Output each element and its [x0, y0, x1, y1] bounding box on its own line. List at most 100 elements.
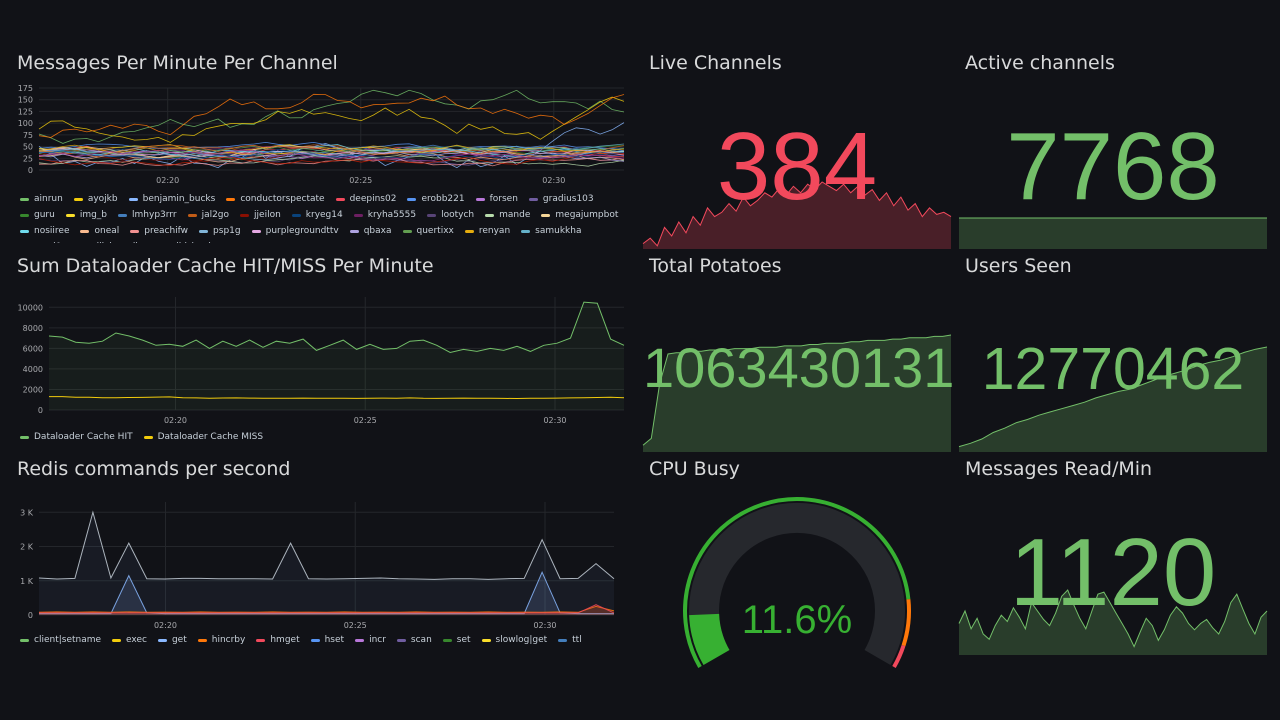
messages-per-minute-panel[interactable]: Messages Per Minute Per Channel 0 25 50 75 1…	[17, 52, 627, 247]
redis-panel[interactable]: Redis commands per second 0 1 K 2 K 3 K 02:2…	[17, 458, 627, 653]
x-tick-label: 02:25	[354, 416, 377, 425]
legend-label: hmget	[270, 635, 300, 645]
legend-swatch	[355, 638, 365, 642]
legend-item[interactable]: Dataloader Cache HIT	[20, 432, 133, 442]
messages-read-panel[interactable]: Messages Read/Min 1120	[958, 458, 1268, 655]
series-line	[38, 93, 625, 138]
legend-item[interactable]: slowlog|get	[481, 635, 547, 645]
series-line	[38, 510, 615, 580]
legend-item[interactable]: hmget	[256, 635, 300, 645]
legend-label: lmhyp3rrr	[132, 210, 177, 220]
legend-label: lootych	[441, 210, 475, 220]
total-potatoes-panel[interactable]: Total Potatoes 1063430131	[642, 255, 954, 452]
legend-label: forsen	[489, 194, 518, 204]
legend-item[interactable]: nosiiree	[20, 226, 69, 236]
legend-swatch	[20, 435, 29, 439]
y-tick-label: 8000	[23, 324, 43, 333]
legend-item[interactable]: client|setname	[20, 635, 101, 645]
legend-item[interactable]: hset	[310, 635, 344, 645]
y-tick-label: 150	[18, 96, 33, 105]
legend-label: incr	[369, 635, 386, 645]
legend-swatch	[157, 638, 167, 642]
users-seen-panel[interactable]: Users Seen 12770462	[958, 255, 1268, 452]
legend-label: sillybreadb	[92, 242, 141, 243]
legend-item[interactable]: preachifw	[130, 226, 188, 236]
legend-item[interactable]: purplegroundttv	[251, 226, 339, 236]
legend-label: qbaxa	[363, 226, 392, 236]
y-tick-label: 2 K	[20, 543, 34, 552]
legend-item[interactable]: lmhyp3rrr	[118, 210, 177, 220]
redis-panel-title: Redis commands per second	[17, 458, 291, 480]
legend-swatch	[128, 197, 138, 201]
legend-item[interactable]: space	[236, 242, 276, 243]
y-tick-label: 6000	[23, 344, 43, 353]
legend-item[interactable]: jjeilon	[240, 210, 281, 220]
x-tick-label: 02:20	[164, 416, 187, 425]
legend-label: exec	[126, 635, 147, 645]
series-line	[38, 143, 625, 156]
legend-item[interactable]: forsen	[475, 194, 518, 204]
active-channels-panel[interactable]: Active channels 7768	[959, 52, 1267, 249]
legend-item[interactable]: samukkha	[521, 226, 581, 236]
legend-item[interactable]: megajumpbot	[541, 210, 618, 220]
sparkline-area	[959, 218, 1267, 249]
series-line	[48, 301, 625, 354]
legend-item[interactable]: ainrun	[20, 194, 63, 204]
legend-item[interactable]: Dataloader Cache MISS	[143, 432, 263, 442]
legend-item[interactable]: guru	[20, 210, 55, 220]
gauge-threshold-arc	[683, 497, 911, 668]
legend-item[interactable]: kryeg14	[291, 210, 343, 220]
legend-swatch	[541, 213, 551, 217]
live-channels-panel[interactable]: Live Channels 384	[642, 52, 952, 249]
legend-item[interactable]: send0o	[20, 242, 67, 243]
legend-swatch	[291, 213, 301, 217]
legend-item[interactable]: ayojkb	[73, 194, 118, 204]
legend-swatch	[143, 435, 153, 439]
live-channels-title: Live Channels	[649, 52, 782, 74]
legend-item[interactable]: qbaxa	[349, 226, 392, 236]
legend-item[interactable]: quertixx	[402, 226, 454, 236]
legend-item[interactable]: mande	[485, 210, 530, 220]
legend-label: conductorspectate	[240, 194, 325, 204]
redis-legend: client|setname exec get hincrby hmget hset inc…	[20, 635, 620, 645]
legend-label: ttl	[572, 635, 582, 645]
legend-swatch	[481, 638, 491, 642]
legend-item[interactable]: solid_leader_	[152, 242, 224, 243]
legend-item[interactable]: get	[157, 635, 187, 645]
legend-item[interactable]: exec	[112, 635, 147, 645]
sparkline-line	[958, 589, 1268, 648]
legend-item[interactable]: kryha5555	[353, 210, 417, 220]
live-channels-sparkline	[642, 181, 952, 249]
legend-swatch	[73, 197, 83, 201]
legend-item[interactable]: scan	[396, 635, 432, 645]
legend-item[interactable]: deepins02	[335, 194, 396, 204]
legend-item[interactable]: img_b	[65, 210, 107, 220]
legend-item[interactable]: hincrby	[197, 635, 245, 645]
legend-item[interactable]: jal2go	[187, 210, 229, 220]
x-tick-label: 02:25	[344, 621, 367, 630]
y-tick-label: 125	[18, 107, 33, 116]
legend-item[interactable]: psp1g	[199, 226, 241, 236]
legend-swatch	[402, 229, 412, 233]
legend-item[interactable]: lootych	[427, 210, 474, 220]
series-line	[38, 149, 625, 160]
legend-item[interactable]: conductorspectate	[226, 194, 325, 204]
legend-swatch	[20, 229, 29, 233]
dataloader-panel[interactable]: Sum Dataloader Cache HIT/MISS Per Minute…	[17, 255, 627, 450]
legend-item[interactable]: set	[442, 635, 471, 645]
series-line	[38, 144, 625, 156]
cpu-busy-panel[interactable]: CPU Busy 11.6%	[643, 458, 951, 668]
legend-item[interactable]: benjamin_bucks	[128, 194, 215, 204]
legend-label: kryha5555	[367, 210, 417, 220]
legend-item[interactable]: incr	[355, 635, 386, 645]
legend-item[interactable]: renyan	[464, 226, 510, 236]
legend-swatch	[20, 213, 29, 217]
y-tick-label: 10000	[18, 303, 43, 312]
legend-item[interactable]: ttl	[558, 635, 582, 645]
series-line	[39, 570, 614, 615]
legend-item[interactable]: oneal	[80, 226, 119, 236]
sparkline-area	[959, 590, 1267, 655]
legend-item[interactable]: erobb221	[407, 194, 465, 204]
legend-item[interactable]: sillybreadb	[78, 242, 141, 243]
legend-item[interactable]: gradius103	[528, 194, 594, 204]
